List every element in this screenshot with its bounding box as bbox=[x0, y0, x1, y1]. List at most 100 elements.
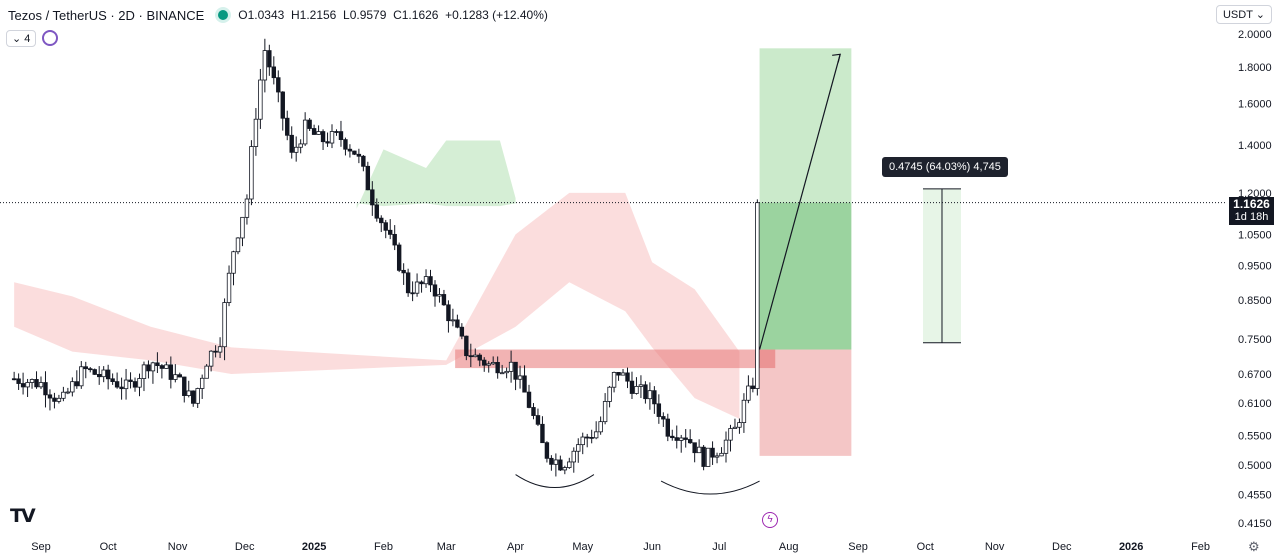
candle-body bbox=[701, 446, 706, 467]
candle-body bbox=[253, 118, 259, 147]
indicator-bar: ⌄ 4 bbox=[6, 29, 59, 47]
candle-body bbox=[276, 77, 281, 93]
candle-body bbox=[352, 150, 357, 155]
candle-body bbox=[513, 361, 518, 380]
candle-body bbox=[11, 378, 17, 381]
candle-body bbox=[240, 216, 245, 239]
symbol-title[interactable]: Tezos / TetherUS · 2D · BINANCE bbox=[8, 7, 205, 23]
x-tick-label: Nov bbox=[985, 541, 1005, 553]
y-tick-label: 0.4150 bbox=[1238, 518, 1272, 530]
candle-body bbox=[473, 354, 478, 358]
candle-body bbox=[741, 399, 747, 423]
candle-body bbox=[302, 119, 308, 145]
position-zones bbox=[455, 48, 961, 456]
candle-body bbox=[186, 390, 191, 396]
ichimoku-cloud bbox=[14, 140, 740, 419]
low-value: L0.9579 bbox=[343, 8, 387, 22]
candle-body bbox=[714, 455, 720, 458]
candle-body bbox=[446, 304, 451, 322]
candle-body bbox=[74, 381, 80, 387]
close-value: C1.1626 bbox=[393, 8, 439, 22]
candle-body bbox=[298, 143, 303, 148]
candle-body bbox=[316, 131, 321, 135]
annotations bbox=[515, 53, 841, 495]
x-tick-label: Aug bbox=[779, 541, 799, 553]
candle-body bbox=[495, 362, 500, 374]
candle-body bbox=[571, 450, 576, 463]
candle-body bbox=[625, 372, 630, 382]
candle-body bbox=[486, 363, 491, 366]
candle-body bbox=[168, 364, 174, 380]
candle-body bbox=[356, 153, 362, 157]
y-tick-label: 1.0500 bbox=[1238, 229, 1272, 241]
candle-body bbox=[110, 378, 115, 383]
candle-body bbox=[405, 272, 411, 294]
candle-body bbox=[20, 383, 26, 388]
y-tick-label: 1.8000 bbox=[1238, 62, 1272, 74]
x-tick-label: 2026 bbox=[1119, 541, 1143, 553]
y-tick-label: 1.2000 bbox=[1238, 188, 1272, 200]
candle-body bbox=[580, 436, 585, 446]
symbol-header: Tezos / TetherUS · 2D · BINANCE O1.0343 … bbox=[8, 6, 548, 24]
x-tick-label: Nov bbox=[168, 541, 188, 553]
y-tick-label: 0.6700 bbox=[1238, 369, 1272, 381]
candle-body bbox=[643, 384, 648, 400]
candle-body bbox=[705, 447, 711, 467]
x-tick-label: Dec bbox=[235, 541, 255, 553]
candle-body bbox=[79, 366, 84, 387]
gear-icon[interactable]: ⚙ bbox=[1248, 539, 1260, 554]
indicator-toggle-button[interactable]: ⌄ 4 bbox=[6, 29, 37, 47]
candle-body bbox=[737, 422, 742, 428]
arrow-head bbox=[832, 53, 841, 63]
y-tick-label: 0.5500 bbox=[1238, 430, 1272, 442]
tradingview-logo[interactable]: TV bbox=[10, 505, 36, 527]
candle-body bbox=[374, 204, 379, 219]
time-axis: Sep Oct Nov Dec 2025 Feb Mar Apr May Jun Jul Aug Sep… bbox=[31, 541, 1210, 553]
candle-body bbox=[164, 364, 169, 369]
x-tick-label: 2025 bbox=[302, 541, 326, 553]
candle-body bbox=[517, 375, 523, 380]
candle-body bbox=[567, 461, 572, 468]
candle-body bbox=[365, 165, 371, 191]
candle-body bbox=[589, 436, 594, 439]
candle-body bbox=[607, 386, 612, 402]
currency-select[interactable]: USDT ⌄ bbox=[1215, 5, 1272, 24]
candle-body bbox=[320, 131, 326, 143]
candle-body bbox=[307, 119, 312, 129]
candle-body bbox=[598, 421, 603, 433]
candle-body bbox=[150, 362, 156, 372]
candle-body bbox=[222, 302, 227, 348]
measure-label: 0.4745 (64.03%) 4,745 bbox=[882, 157, 1008, 177]
candle-body bbox=[383, 222, 388, 231]
candle-body bbox=[423, 276, 429, 285]
candle-body bbox=[611, 372, 617, 388]
candle-body bbox=[311, 128, 317, 135]
candle-body bbox=[141, 364, 147, 379]
candle-body bbox=[199, 377, 205, 389]
candle-body bbox=[477, 354, 482, 361]
candle-body bbox=[379, 217, 384, 224]
market-open-icon bbox=[218, 10, 229, 20]
candle-body bbox=[710, 447, 715, 458]
cycle-icon[interactable] bbox=[42, 30, 59, 46]
candle-body bbox=[119, 386, 124, 390]
candle-body bbox=[410, 292, 415, 295]
candle-body bbox=[414, 281, 420, 294]
candle-body bbox=[531, 407, 536, 416]
candle-body bbox=[508, 361, 514, 372]
candle-body bbox=[455, 319, 460, 328]
candle-body bbox=[392, 233, 397, 246]
candle-body bbox=[482, 359, 487, 366]
candle-body bbox=[34, 379, 39, 388]
candle-body bbox=[490, 362, 496, 365]
y-tick-label: 1.6000 bbox=[1238, 98, 1272, 110]
candle-body bbox=[25, 382, 30, 388]
flash-event-icon[interactable]: ϟ bbox=[762, 512, 778, 528]
candle-body bbox=[656, 403, 662, 417]
candle-body bbox=[208, 350, 214, 367]
candle-body bbox=[65, 391, 71, 394]
x-tick-label: Jul bbox=[712, 541, 726, 553]
countdown-value: 1d 18h bbox=[1234, 211, 1269, 223]
candle-body bbox=[634, 386, 639, 394]
